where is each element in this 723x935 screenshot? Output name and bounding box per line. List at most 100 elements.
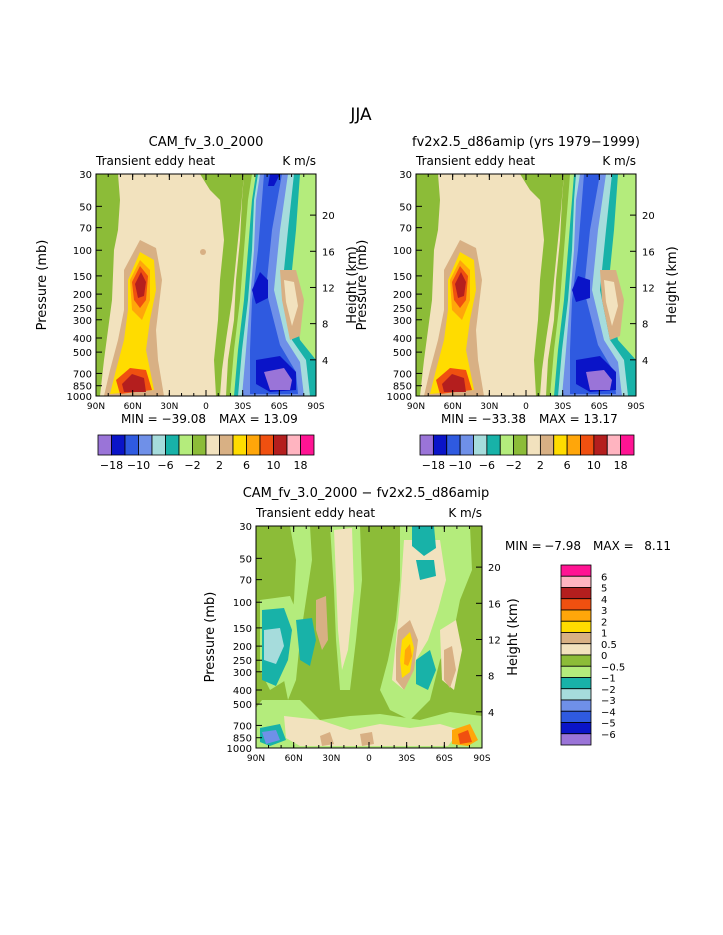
colorbar-swatch <box>111 434 126 456</box>
height-tick-label: 20 <box>488 563 501 574</box>
panel-1-title: CAM_fv_3.0_2000 <box>149 135 264 150</box>
panel-1-ylabel-right: Height (km) <box>345 246 360 323</box>
y-tick-label: 100 <box>393 246 412 257</box>
colorbar-label: −18 <box>100 459 123 472</box>
panel-1-field <box>96 174 316 396</box>
colorbar-swatch <box>97 434 112 456</box>
y-tick-label: 700 <box>233 721 252 732</box>
x-tick-label: 30S <box>234 402 251 412</box>
panel-2-right-label: K m/s <box>602 154 636 168</box>
x-tick-label: 0 <box>366 754 372 764</box>
y-tick-label: 1000 <box>387 392 412 403</box>
y-tick-label: 1000 <box>227 744 252 755</box>
panel-3-field <box>256 526 482 748</box>
y-tick-label: 150 <box>233 624 252 635</box>
height-tick-label: 16 <box>488 599 501 610</box>
panel-3-colorbar <box>560 564 592 746</box>
colorbar-label: 10 <box>587 459 601 472</box>
panel-1: CAM_fv_3.0_2000 Transient eddy heat K m/… <box>35 135 360 472</box>
height-tick-label: 20 <box>322 211 335 222</box>
y-tick-label: 850 <box>73 382 92 393</box>
y-tick-label: 100 <box>73 246 92 257</box>
height-tick-label: 12 <box>488 635 501 646</box>
x-tick-label: 90N <box>87 402 105 412</box>
colorbar-swatch <box>560 699 592 712</box>
colorbar-swatch <box>560 665 592 678</box>
x-tick-label: 60N <box>124 402 142 412</box>
colorbar-swatch <box>246 434 261 456</box>
y-tick-label: 250 <box>233 656 252 667</box>
x-tick-label: 60S <box>591 402 608 412</box>
x-tick-label: 30S <box>554 402 571 412</box>
panel-2-ylabel: Pressure (mb) <box>355 240 370 331</box>
colorbar-swatch <box>560 620 592 633</box>
panel-3-height-ticks: 20 16 12 8 4 <box>476 563 501 719</box>
colorbar-swatch <box>526 434 541 456</box>
height-tick-label: 12 <box>322 283 335 294</box>
height-tick-label: 16 <box>642 247 655 258</box>
height-tick-label: 20 <box>642 211 655 222</box>
colorbar-label: 6 <box>243 459 250 472</box>
colorbar-swatch <box>300 434 315 456</box>
y-tick-label: 150 <box>393 272 412 283</box>
colorbar-label: 0 <box>601 651 607 662</box>
colorbar-swatch <box>539 434 555 456</box>
colorbar-swatch <box>580 434 595 456</box>
panel-3-title: CAM_fv_3.0_2000 − fv2x2.5_d86amip <box>243 486 490 501</box>
x-tick-label: 30S <box>398 754 415 764</box>
panel-3-max-value: 8.11 <box>644 539 671 553</box>
height-tick-label: 8 <box>322 320 328 331</box>
colorbar-label: −6 <box>601 730 616 741</box>
y-tick-label: 500 <box>73 348 92 359</box>
height-tick-label: 4 <box>642 356 648 367</box>
y-tick-label: 200 <box>73 290 92 301</box>
colorbar-label: 3 <box>601 606 607 617</box>
colorbar-swatch <box>560 677 592 690</box>
y-tick-label: 400 <box>73 334 92 345</box>
colorbar-label: 2 <box>537 459 544 472</box>
colorbar-swatch <box>192 434 207 456</box>
colorbar-swatch <box>419 434 434 456</box>
x-tick-label: 90N <box>247 754 265 764</box>
y-tick-label: 700 <box>393 369 412 380</box>
colorbar-label: −2 <box>506 459 522 472</box>
y-tick-label: 400 <box>393 334 412 345</box>
x-tick-label: 90N <box>407 402 425 412</box>
colorbar-label: 2 <box>601 617 607 628</box>
y-tick-label: 850 <box>393 382 412 393</box>
x-tick-label: 0 <box>203 402 209 412</box>
colorbar-swatch <box>560 733 592 746</box>
colorbar-swatch <box>560 609 592 622</box>
panel-3-min-value: −7.98 <box>544 539 581 553</box>
colorbar-swatch <box>178 434 193 456</box>
panel-1-right-label: K m/s <box>282 154 316 168</box>
x-tick-label: 90S <box>627 402 644 412</box>
colorbar-label: −0.5 <box>601 662 625 673</box>
colorbar-label: −2 <box>601 685 616 696</box>
y-tick-label: 1000 <box>67 392 92 403</box>
panel-3-ylabel: Pressure (mb) <box>203 592 218 683</box>
colorbar-swatch <box>560 643 592 656</box>
colorbar-swatch <box>232 434 247 456</box>
colorbar-label: −6 <box>157 459 173 472</box>
colorbar-swatch <box>499 434 515 456</box>
y-tick-label: 400 <box>233 686 252 697</box>
panel-3-max-label: MAX = <box>593 539 634 553</box>
panel-2: fv2x2.5_d86amip (yrs 1979−1999) Transien… <box>355 135 680 472</box>
panel-1-ylabel: Pressure (mb) <box>35 240 50 331</box>
colorbar-label: 0.5 <box>601 640 617 651</box>
colorbar-swatch <box>593 434 608 456</box>
colorbar-label: −10 <box>127 459 150 472</box>
colorbar-label: 2 <box>216 459 223 472</box>
colorbar-label: 6 <box>564 459 571 472</box>
y-tick-label: 200 <box>393 290 412 301</box>
height-tick-label: 12 <box>642 283 655 294</box>
y-tick-label: 850 <box>233 734 252 745</box>
y-tick-label: 70 <box>239 576 252 587</box>
panel-3-right-label: K m/s <box>448 506 482 520</box>
colorbar-swatch <box>473 434 488 456</box>
x-tick-label: 90S <box>473 754 490 764</box>
